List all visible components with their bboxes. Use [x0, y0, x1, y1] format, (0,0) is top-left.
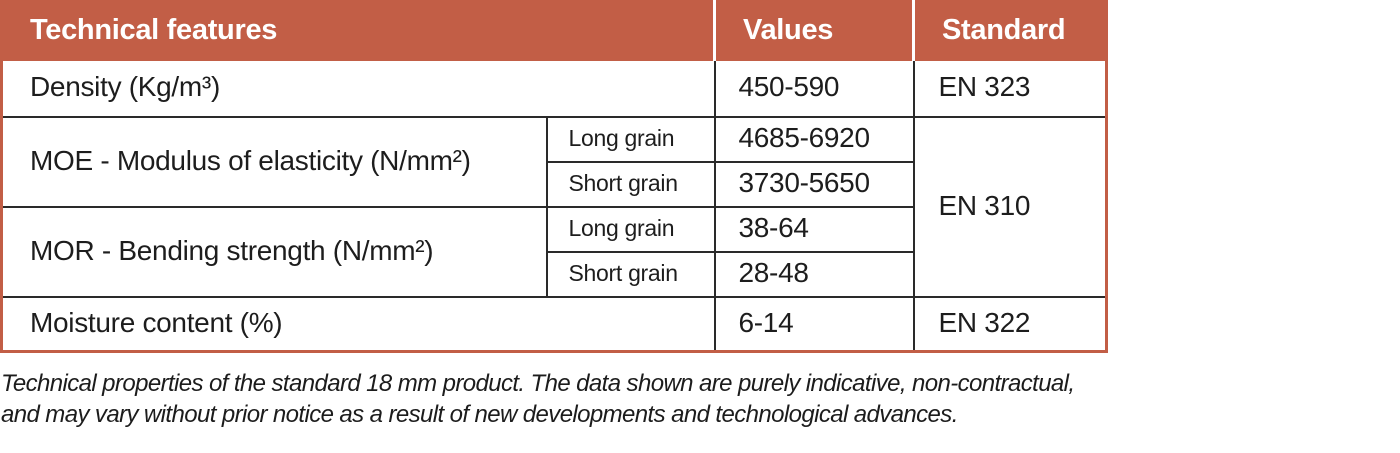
cell-moisture-standard: EN 322: [912, 295, 1108, 353]
caption-line-1: Technical properties of the standard 18 …: [1, 370, 1075, 397]
cell-moe-mor-standard: EN 310: [912, 115, 1108, 298]
cell-mor-short-grain-label: Short grain: [545, 250, 716, 298]
cell-moe-long-grain-label: Long grain: [545, 115, 716, 163]
row-moe-long-grain: MOE - Modulus of elasticity (N/mm²) Long…: [0, 115, 1108, 298]
table-caption: Technical properties of the standard 18 …: [1, 368, 1399, 430]
cell-moisture-feature: Moisture content (%): [0, 295, 716, 353]
cell-mor-short-grain-value: 28-48: [713, 250, 915, 298]
technical-specs-table: Technical features Values Standard Densi…: [0, 0, 1109, 353]
header-standard: Standard: [913, 1, 1107, 61]
cell-moe-short-grain-value: 3730-5650: [713, 160, 915, 208]
cell-moe-short-grain-label: Short grain: [545, 160, 716, 208]
cell-moe-feature: MOE - Modulus of elasticity (N/mm²): [0, 115, 548, 208]
caption-line-2: and may vary without prior notice as a r…: [1, 401, 958, 428]
cell-mor-feature: MOR - Bending strength (N/mm²): [0, 205, 548, 298]
cell-density-feature: Density (Kg/m³): [0, 59, 716, 118]
cell-moe-long-grain-value: 4685-6920: [713, 115, 915, 163]
cell-moisture-value: 6-14: [713, 295, 915, 353]
row-mor-long-grain: MOR - Bending strength (N/mm²) Long grai…: [0, 205, 1107, 298]
cell-density-standard: EN 323: [912, 59, 1108, 118]
row-mor-short-grain: Short grain 28-48: [2, 250, 1107, 298]
row-density: Density (Kg/m³) 450-590 EN 323: [0, 59, 1108, 118]
header-row: Technical features Values Standard: [1, 1, 1107, 61]
row-moisture: Moisture content (%) 6-14 EN 322: [0, 295, 1108, 353]
row-moe-short-grain: Short grain 3730-5650: [2, 160, 1107, 208]
header-technical-features: Technical features: [1, 1, 717, 61]
cell-density-value: 450-590: [713, 59, 915, 118]
header-values: Values: [714, 1, 916, 61]
cell-mor-long-grain-label: Long grain: [545, 205, 716, 253]
cell-mor-long-grain-value: 38-64: [713, 205, 915, 253]
